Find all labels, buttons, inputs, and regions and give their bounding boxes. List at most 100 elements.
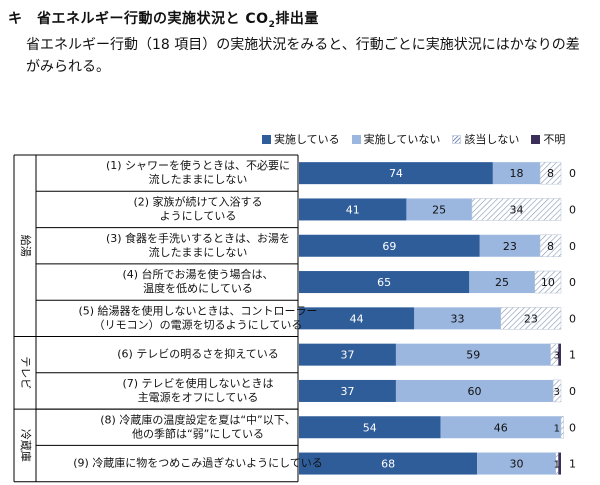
data-label-unknown: 0 [569,276,576,289]
data-label-implemented: 54 [363,421,377,434]
data-label-not-implemented: 30 [509,458,523,471]
bar-segment-not-applicable [552,379,562,403]
section-heading: キ 省エネルギー行動の実施状況と CO2排出量 [8,8,319,30]
bar-segment-implemented [299,416,441,439]
data-label-not-implemented: 59 [466,349,480,362]
legend-swatch-unknown [531,134,541,144]
intro-paragraph: 省エネルギー行動（18 項目）の実施状況をみると、行動ごとに実施状況にはかなりの… [26,37,580,75]
bar-segment-implemented [299,234,480,257]
category-label: 流したままにしない [149,245,248,259]
data-label-not-applicable: 34 [509,203,523,216]
bar-segment-not-applicable [560,416,564,439]
data-label-unknown: 0 [569,385,576,398]
data-label-implemented: 41 [346,203,360,216]
group-label: テレビ [19,356,32,389]
bar-segment-not-applicable [500,307,562,330]
bar-segment-not-applicable [539,161,562,185]
bar-segment-implemented [299,452,478,475]
data-label-implemented: 37 [340,349,354,362]
data-label-not-implemented: 33 [451,312,465,325]
data-label-unknown: 0 [569,167,576,180]
data-label-not-applicable: 8 [547,167,554,180]
data-label-not-implemented: 23 [503,240,517,253]
category-label: (4) 台所でお湯を使う場合は、 [122,267,273,281]
data-label-unknown: 0 [569,203,576,216]
category-label: （リモコン）の電源を切るようにしている [94,317,303,331]
group-label: 給湯 [19,235,33,257]
bar-segment-not-implemented [477,452,556,475]
category-label: 他の季節は“弱”にしている [132,426,264,440]
category-label: (2) 家族が続けて入浴する [133,194,262,208]
bar-segment-implemented [299,271,470,294]
data-label-not-applicable: 3 [554,387,560,398]
bar-segment-implemented [299,198,407,221]
data-label-implemented: 44 [350,312,364,325]
section-marker: キ [8,11,23,27]
category-label: 主電源をオフにしている [138,390,259,404]
legend-swatch-not-implemented [351,134,361,144]
bar-segment-implemented [299,379,396,402]
legend-item-not-applicable: 該当しない [452,131,519,147]
bar-segment-not-applicable [539,234,562,257]
bar-segment-not-implemented [440,416,561,439]
chart-legend: 実施している 実施していない 該当しない 不明 [262,131,565,147]
group-label: 冷蔵庫 [19,429,33,462]
legend-label-unknown: 不明 [543,133,566,146]
legend-item-implemented: 実施している [262,131,340,147]
data-label-not-implemented: 18 [509,167,523,180]
bar-segment-implemented [299,343,396,366]
bar-segment-not-implemented [395,343,551,366]
data-label-not-applicable: 8 [547,240,554,253]
bar-segment-not-implemented [469,271,535,294]
category-label: (7) テレビを使用しないときは [122,377,273,390]
data-label-unknown: 1 [569,349,576,362]
legend-item-unknown: 不明 [531,131,565,147]
bar-segment-not-implemented [492,162,541,185]
legend-label-not-applicable: 該当しない [464,133,520,146]
data-label-not-implemented: 46 [494,421,508,434]
category-label: (3) 食器を手洗いするときは、お湯を [106,231,290,245]
bar-segment-unknown [558,452,561,475]
category-label: 流したままにしない [149,172,248,186]
data-label-not-applicable: 1 [554,460,560,471]
bar-segment-unknown [558,343,561,366]
category-label: ようにしている [160,209,237,222]
bar-segment-not-implemented [395,379,554,402]
bar-segment-implemented [299,162,493,185]
category-label: 温度を低めにしている [143,281,253,295]
category-label: (6) テレビの明るさを抑えている [117,347,279,361]
legend-label-not-implemented: 実施していない [363,133,441,146]
data-label-not-applicable: 10 [541,276,555,289]
data-label-unknown: 1 [569,458,576,471]
data-label-not-implemented: 25 [495,276,509,289]
data-label-unknown: 0 [569,421,576,434]
bar-segment-not-applicable [534,270,562,294]
bar-segment-not-implemented [479,234,541,257]
category-label: (5) 給湯器を使用しないときは、コントローラー [78,303,317,317]
legend-label-implemented: 実施している [274,133,340,146]
section-title-subscript: 2 [268,19,276,30]
data-label-unknown: 0 [569,240,576,253]
data-label-implemented: 68 [381,458,395,471]
bar-segment-not-implemented [406,198,472,221]
data-label-not-applicable: 23 [524,312,538,325]
bar-segment-not-applicable [471,198,562,221]
category-label: (1) シャワーを使うときは、不必要に [106,159,290,172]
data-label-implemented: 37 [340,385,354,398]
data-label-implemented: 69 [382,240,396,253]
bar-segment-implemented [299,307,415,330]
category-label: (8) 冷蔵庫の温度設定を夏は“中”以下、 [100,412,295,426]
data-label-implemented: 65 [377,276,391,289]
legend-swatch-implemented [262,134,271,144]
section-title-main: 省エネルギー行動の実施状況と CO [37,11,269,27]
data-label-implemented: 74 [389,167,403,180]
data-label-not-applicable: 1 [554,423,560,434]
data-label-unknown: 0 [569,312,576,325]
data-label-not-applicable: 3 [554,351,560,362]
data-label-not-implemented: 25 [432,203,446,216]
bar-segment-not-implemented [414,307,501,330]
category-label: (9) 冷蔵庫に物をつめこみ過ぎないようにしている [73,456,323,470]
data-label-not-implemented: 60 [468,385,482,398]
legend-item-not-implemented: 実施していない [351,131,441,147]
